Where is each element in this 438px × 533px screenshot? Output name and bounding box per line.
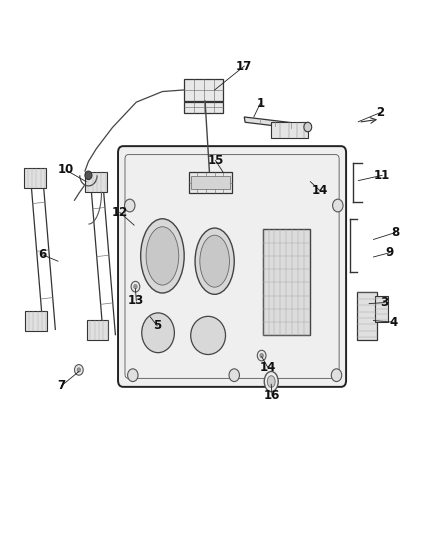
Text: 3: 3 (380, 296, 389, 309)
Circle shape (124, 199, 135, 212)
Text: 8: 8 (391, 226, 399, 239)
Circle shape (131, 281, 140, 292)
Bar (188, 172, 232, 193)
Text: 6: 6 (39, 248, 47, 261)
Bar (85, 172, 107, 192)
Ellipse shape (141, 219, 184, 293)
Circle shape (127, 369, 138, 382)
Text: 9: 9 (385, 246, 394, 259)
Text: 2: 2 (376, 106, 384, 119)
Bar (184, 102, 223, 113)
Ellipse shape (304, 122, 312, 132)
Bar (191, 176, 230, 189)
Ellipse shape (200, 235, 230, 287)
Bar (87, 319, 109, 340)
Bar (262, 229, 311, 335)
Ellipse shape (142, 313, 174, 353)
Text: 5: 5 (153, 319, 161, 333)
Circle shape (257, 350, 266, 361)
Circle shape (74, 365, 83, 375)
Ellipse shape (195, 228, 234, 294)
Circle shape (229, 369, 240, 382)
Text: 17: 17 (236, 60, 252, 72)
Circle shape (77, 368, 81, 372)
Circle shape (134, 285, 137, 289)
Text: 13: 13 (128, 294, 145, 308)
FancyBboxPatch shape (118, 146, 346, 387)
Bar (25, 311, 47, 331)
Circle shape (85, 171, 92, 180)
Ellipse shape (191, 317, 226, 354)
Polygon shape (244, 117, 307, 130)
Text: 7: 7 (57, 379, 66, 392)
Bar (184, 79, 223, 101)
Text: 4: 4 (389, 316, 397, 329)
Text: 15: 15 (207, 154, 224, 167)
Text: 16: 16 (264, 390, 280, 402)
Text: 14: 14 (312, 184, 328, 197)
Ellipse shape (146, 227, 179, 285)
Text: 12: 12 (112, 206, 128, 219)
Text: 14: 14 (260, 361, 276, 374)
Bar (357, 292, 377, 340)
Text: 11: 11 (374, 169, 390, 182)
Bar (375, 296, 388, 322)
Ellipse shape (267, 376, 275, 387)
Text: 1: 1 (256, 96, 265, 110)
Bar (24, 168, 46, 188)
Text: 10: 10 (58, 164, 74, 176)
Circle shape (332, 199, 343, 212)
Ellipse shape (264, 372, 278, 392)
Circle shape (260, 353, 263, 358)
Bar (271, 122, 308, 138)
Circle shape (331, 369, 342, 382)
